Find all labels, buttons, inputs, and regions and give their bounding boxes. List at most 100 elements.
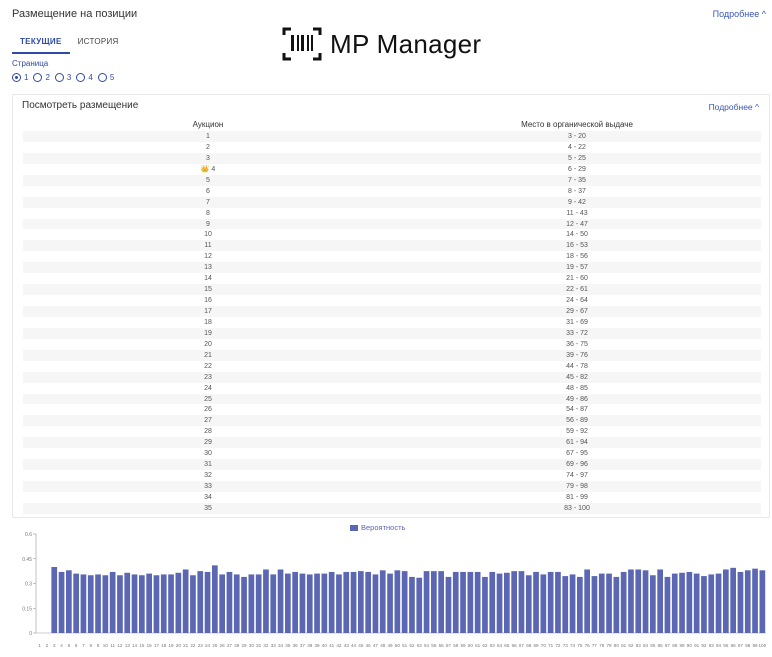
x-tick-label: 40 [322, 643, 328, 648]
panel-more-link[interactable]: Подробнее ^ [708, 102, 759, 112]
table-row: 16 24 - 64 [23, 295, 761, 306]
bar [416, 577, 423, 633]
bar [314, 573, 320, 633]
cell-auction: 27 [23, 416, 393, 425]
radio-unchecked-icon[interactable] [97, 73, 107, 82]
x-tick-label: 1 [38, 643, 41, 648]
bar [255, 574, 262, 633]
bar [723, 569, 729, 633]
x-tick-label: 50 [395, 643, 401, 648]
page-radio-3[interactable]: 3 [54, 73, 71, 82]
x-tick-label: 94 [716, 643, 722, 648]
x-tick-label: 87 [665, 643, 671, 648]
x-tick-label: 92 [701, 643, 707, 648]
page-radio-2[interactable]: 2 [33, 73, 50, 82]
x-tick-label: 90 [687, 643, 693, 648]
more-link[interactable]: Подробнее ^ [712, 9, 766, 19]
bar [95, 574, 101, 633]
bar [124, 572, 131, 633]
bar [277, 569, 284, 633]
x-tick-label: 79 [606, 643, 612, 648]
radio-unchecked-icon[interactable] [76, 73, 86, 82]
cell-auction: 3 [23, 154, 393, 163]
page-radio-4[interactable]: 4 [76, 73, 93, 82]
bar [219, 574, 225, 633]
cell-auction-text: 14 [204, 275, 212, 283]
table-row: 8 11 - 43 [23, 208, 761, 219]
bar [693, 573, 700, 633]
bar [715, 573, 722, 633]
bar [299, 573, 306, 633]
x-tick-label: 13 [125, 643, 131, 648]
crown-icon: 👑 [200, 165, 210, 173]
column-header-place: Место в органической выдаче [521, 120, 633, 129]
cell-place: 39 - 76 [566, 351, 588, 359]
bar [102, 575, 109, 633]
cell-auction-text: 23 [204, 373, 212, 381]
table-row: 13 19 - 57 [23, 262, 761, 274]
table-row: 17 29 - 67 [23, 306, 761, 317]
table-body: 1 3 - 20 2 4 - 22 3 5 - 25 👑 4 6 - 29 5 7 - 35 6 8 -… [23, 131, 761, 514]
cell-auction: 21 [23, 351, 393, 360]
table-row: 32 74 - 97 [23, 470, 761, 481]
page-radio-label: 1 [24, 73, 29, 82]
x-tick-label: 4 [60, 643, 63, 648]
x-tick-label: 77 [592, 643, 598, 648]
page-radio-5[interactable]: 5 [97, 73, 114, 82]
x-tick-label: 58 [453, 643, 459, 648]
bar [131, 574, 138, 633]
y-tick-label: 0.45 [22, 557, 32, 563]
bar [679, 572, 685, 633]
table-row: 25 49 - 86 [23, 393, 761, 405]
cell-place: 8 - 37 [568, 187, 586, 195]
cell-auction-text: 24 [204, 384, 212, 392]
bar [66, 570, 72, 633]
bar [182, 569, 189, 633]
table-row: 22 44 - 78 [23, 361, 761, 372]
radio-checked-icon[interactable] [12, 73, 21, 82]
x-tick-label: 81 [621, 643, 627, 648]
y-tick-label: 0.15 [22, 606, 32, 612]
x-tick-label: 47 [373, 643, 379, 648]
cell-auction-text: 35 [204, 504, 212, 512]
bar [204, 571, 211, 633]
x-tick-label: 19 [168, 643, 174, 648]
x-tick-label: 31 [256, 643, 262, 648]
cell-auction-text: 22 [204, 362, 212, 370]
pager-radio-group: 1 2 3 4 5 [12, 73, 119, 82]
x-tick-label: 64 [497, 643, 503, 648]
tab-history[interactable]: ИСТОРИЯ [77, 37, 119, 46]
bar [401, 571, 408, 633]
cell-auction: 12 [23, 252, 393, 261]
placement-header: Размещение на позиции Подробнее ^ [0, 0, 772, 30]
cell-place: 61 - 94 [566, 439, 588, 447]
chart-legend[interactable]: Вероятность [350, 523, 405, 532]
cell-auction-text: 5 [206, 176, 210, 184]
table-header: Аукцион Место в органической выдаче [23, 120, 761, 131]
bar [657, 569, 663, 633]
cell-place: 81 - 99 [566, 493, 588, 501]
cell-place: 5 - 25 [568, 154, 586, 162]
cell-auction: 28 [23, 427, 393, 436]
x-tick-label: 55 [431, 643, 437, 648]
page-radio-1[interactable]: 1 [12, 73, 28, 82]
table-row: 35 83 - 100 [23, 502, 761, 514]
x-tick-label: 53 [417, 643, 423, 648]
x-tick-label: 28 [234, 643, 240, 648]
bar [336, 574, 342, 633]
cell-auction: 31 [23, 460, 393, 469]
barcode-bracket-icon [282, 27, 322, 61]
cell-auction: 7 [23, 198, 393, 207]
x-tick-label: 11 [110, 643, 115, 648]
x-tick-label: 15 [139, 643, 145, 648]
bar [569, 574, 576, 633]
cell-place: 56 - 89 [566, 417, 588, 425]
bar [212, 565, 218, 633]
x-tick-label: 84 [643, 643, 649, 648]
bar [525, 575, 532, 633]
bar [379, 570, 386, 633]
radio-unchecked-icon[interactable] [33, 73, 43, 82]
bar [474, 571, 481, 633]
radio-unchecked-icon[interactable] [54, 73, 64, 82]
tab-current[interactable]: ТЕКУЩИЕ [12, 34, 70, 54]
